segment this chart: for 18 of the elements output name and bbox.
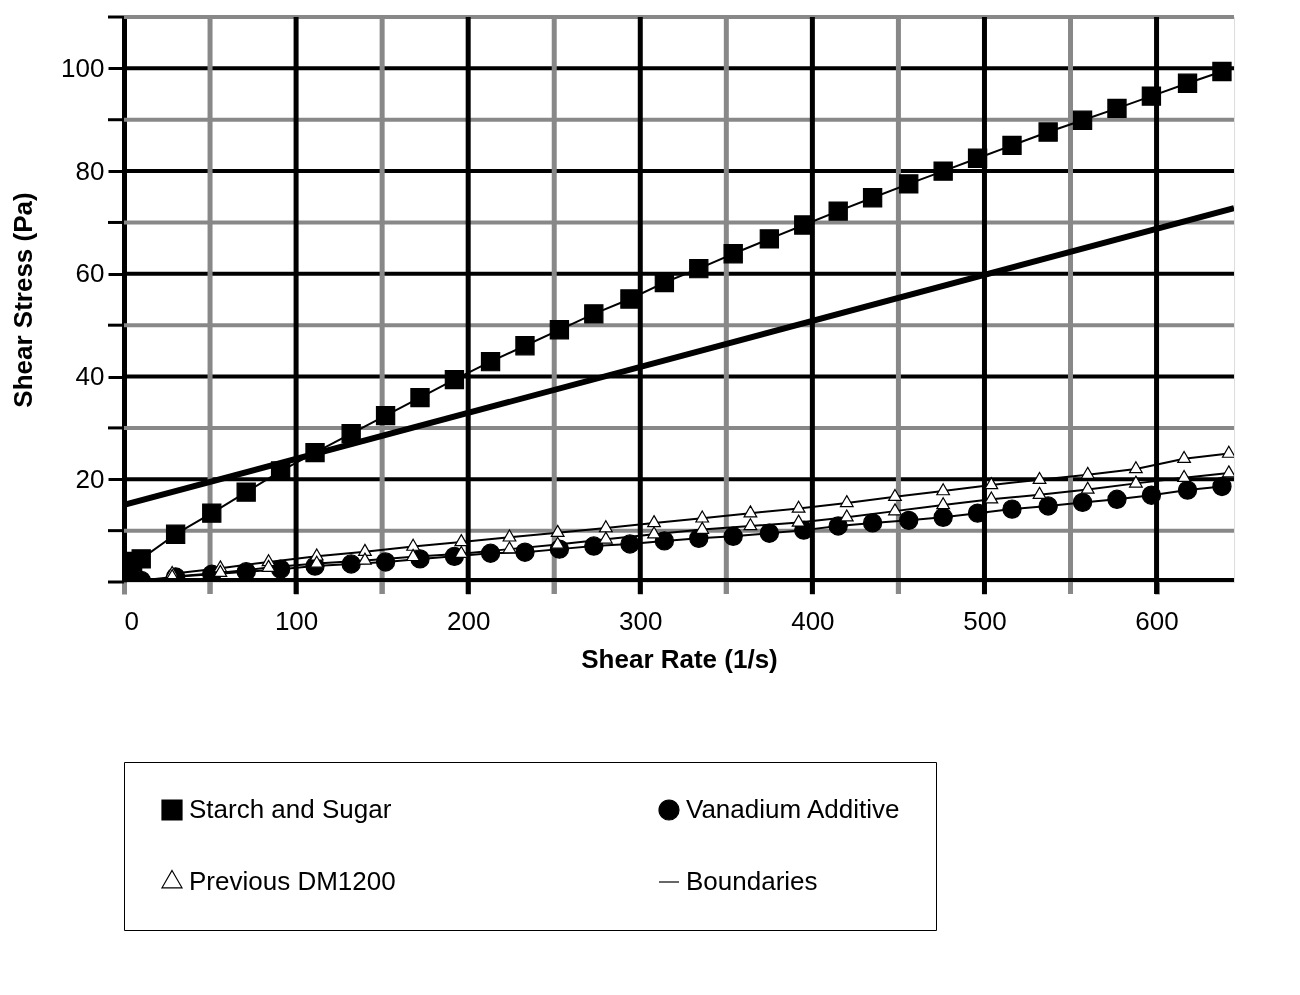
legend-label: Boundaries xyxy=(686,866,818,896)
y-tick-label: 100 xyxy=(61,52,105,83)
x-tick-label: 200 xyxy=(446,605,491,636)
y-tick-label: 60 xyxy=(75,258,105,289)
y-axis-title: Shear Stress (Pa) xyxy=(8,192,39,408)
x-axis-title: Shear Rate (1/s) xyxy=(581,643,778,674)
y-tick-label: 20 xyxy=(75,463,105,494)
legend-label: Vanadium Additive xyxy=(686,794,900,824)
legend-label: Previous DM1200 xyxy=(189,866,396,896)
y-tick-label: 40 xyxy=(75,361,105,392)
x-tick-label: 600 xyxy=(1135,605,1179,636)
x-tick-label: 100 xyxy=(274,605,319,636)
legend-label: Starch and Sugar xyxy=(189,794,392,824)
y-tick-label: 80 xyxy=(75,155,105,186)
x-tick-label: 300 xyxy=(619,605,663,636)
x-tick-label: 0 xyxy=(124,605,139,636)
x-tick-label: 500 xyxy=(963,605,1007,636)
x-tick-label: 400 xyxy=(791,605,835,636)
